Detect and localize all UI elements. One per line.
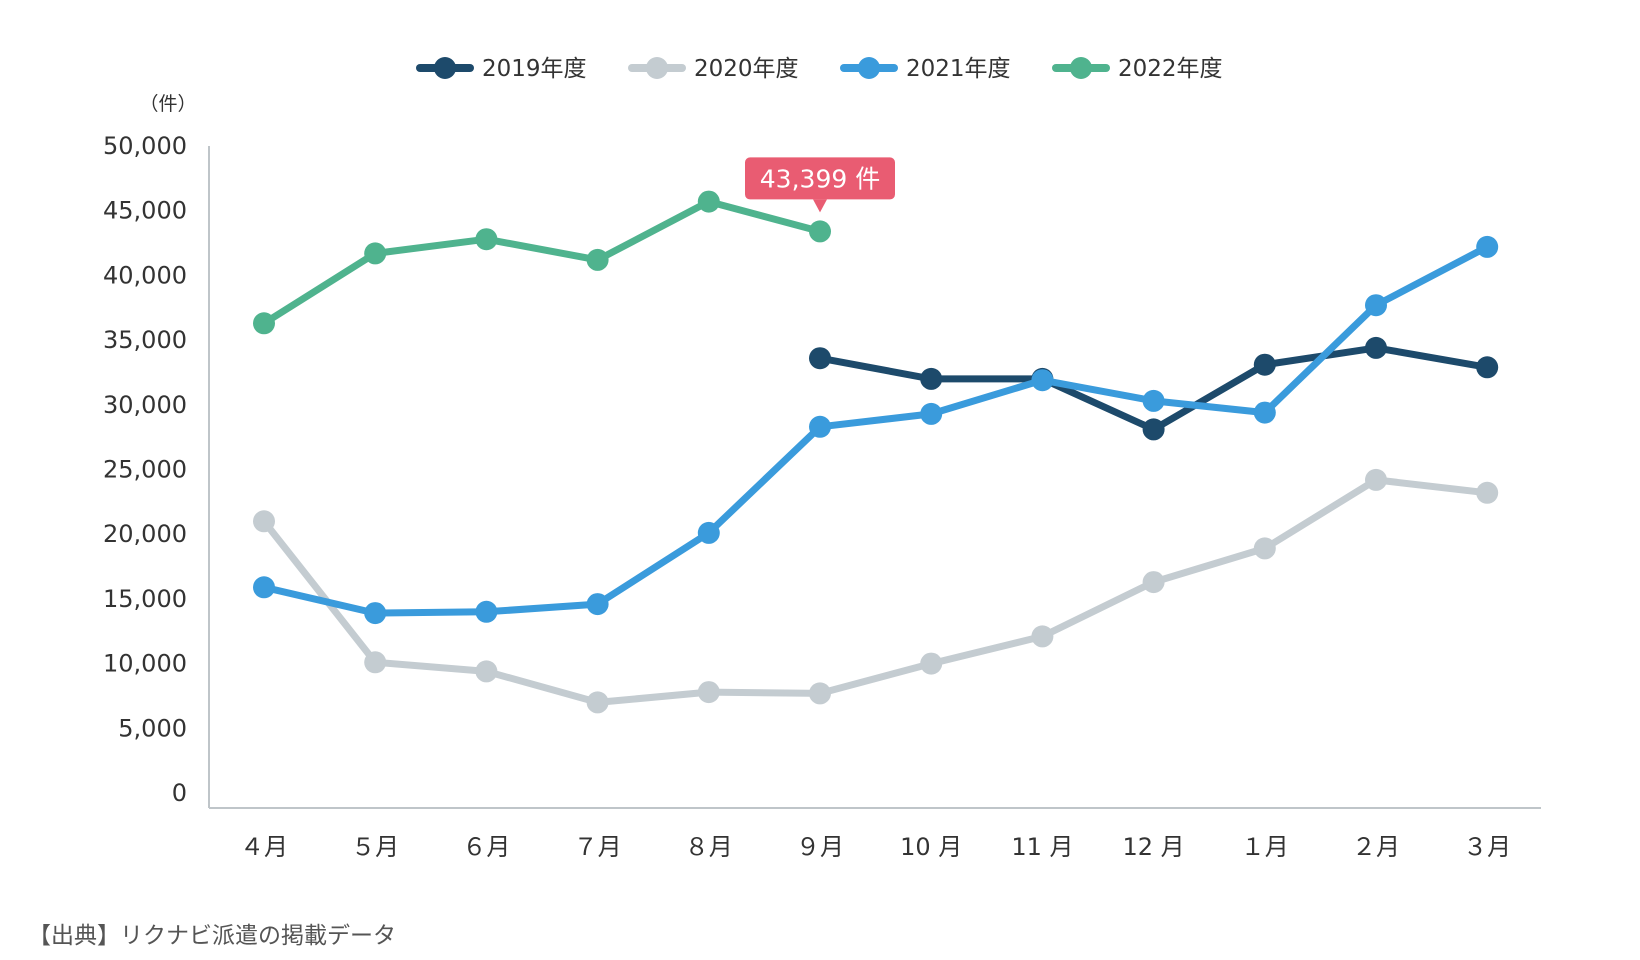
- legend-label-2022: 2022年度: [1118, 56, 1223, 82]
- data-point-2021-8: [1031, 369, 1054, 392]
- series-line-2021: [260, 243, 1491, 617]
- x-tick-label-11: ２月: [1352, 833, 1400, 861]
- source-note: 【出典】リクナビ派遣の掲載データ: [28, 923, 396, 949]
- x-tick-label-8: 11 月: [1011, 833, 1073, 861]
- callout-box: [745, 157, 895, 200]
- data-point-2020-9: [1142, 571, 1165, 594]
- data-point-2020-1: [253, 510, 275, 533]
- data-point-2020-7: [920, 652, 943, 675]
- data-point-2022-6: [809, 220, 831, 243]
- x-tick-label-3: ６月: [462, 833, 510, 861]
- y-tick-label-50000: 50,000: [103, 132, 187, 160]
- data-point-2019-6: [809, 347, 831, 370]
- data-point-2021-6: [809, 415, 831, 438]
- data-point-2021-7: [920, 402, 943, 425]
- y-tick-label-40000: 40,000: [103, 261, 187, 289]
- data-point-2020-5: [697, 681, 720, 704]
- y-axis-unit-label: （件）: [139, 93, 196, 115]
- data-point-2020-8: [1031, 625, 1054, 648]
- series-2019: [809, 336, 1499, 441]
- data-point-2021-2: [364, 602, 387, 625]
- x-tick-label-6: ９月: [796, 833, 844, 861]
- data-point-2021-5: [697, 521, 720, 544]
- data-point-2022-5: [697, 190, 720, 213]
- x-tick-label-2: ５月: [351, 833, 399, 861]
- legend-swatch-dot: [434, 57, 456, 79]
- callout-label: 43,399 件: [760, 164, 880, 193]
- y-tick-label-15000: 15,000: [103, 585, 187, 613]
- callout-pointer: [813, 199, 827, 213]
- y-axis-ticks: 0 5,000 10,000 15,000 20,000 25,000 30,000 35,0…: [103, 132, 187, 807]
- legend-label-2019: 2019年度: [482, 56, 587, 82]
- data-point-2021-10: [1253, 401, 1276, 424]
- legend-swatch-dot: [858, 57, 880, 79]
- data-point-2019-12: [1476, 356, 1499, 379]
- data-point-2019-7: [920, 367, 943, 390]
- legend: 2019年度 2020年度 2021年度 2022年度: [416, 56, 1223, 82]
- data-point-2019-9: [1142, 418, 1165, 441]
- data-point-2022-1: [253, 312, 275, 335]
- data-point-2022-3: [475, 228, 498, 251]
- series-2022: [253, 190, 831, 335]
- data-point-2020-6: [809, 682, 831, 705]
- data-point-2021-4: [586, 593, 609, 616]
- x-axis-ticks: ４月 ５月 ６月 ７月 ８月 ９月 10 月 11 月 12 月 １月 ２月 ３月: [240, 833, 1511, 861]
- data-point-2022-2: [364, 242, 387, 265]
- value-callout: 43,399 件: [745, 157, 895, 213]
- data-point-2020-11: [1365, 468, 1387, 491]
- data-point-2022-4: [586, 248, 609, 271]
- y-tick-label-45000: 45,000: [103, 197, 187, 225]
- x-tick-label-1: ４月: [240, 833, 288, 861]
- y-tick-label-10000: 10,000: [103, 650, 187, 678]
- series-2020: [253, 468, 1499, 714]
- data-point-2019-11: [1365, 336, 1387, 359]
- y-tick-label-30000: 30,000: [103, 391, 187, 419]
- data-point-2019-10: [1253, 353, 1276, 376]
- data-point-2020-3: [475, 660, 498, 683]
- series-2021: [253, 235, 1499, 625]
- series-line-2022: [260, 198, 824, 327]
- x-tick-label-7: 10 月: [900, 833, 962, 861]
- x-tick-label-9: 12 月: [1123, 833, 1185, 861]
- legend-item-2021: 2021年度: [840, 56, 1011, 82]
- x-tick-label-12: ３月: [1463, 833, 1511, 861]
- data-point-2020-2: [364, 651, 387, 674]
- series-lines: [253, 190, 1499, 714]
- data-point-2021-1: [253, 576, 275, 599]
- legend-label-2021: 2021年度: [906, 56, 1011, 82]
- legend-item-2020: 2020年度: [628, 56, 799, 82]
- x-tick-label-10: １月: [1241, 833, 1289, 861]
- y-tick-label-5000: 5,000: [118, 714, 187, 742]
- data-point-2021-9: [1142, 389, 1165, 412]
- y-tick-label-0: 0: [172, 779, 187, 807]
- data-point-2021-12: [1476, 235, 1499, 258]
- data-point-2020-4: [586, 691, 609, 714]
- data-point-2020-10: [1253, 537, 1276, 560]
- legend-label-2020: 2020年度: [694, 56, 799, 82]
- legend-item-2019: 2019年度: [416, 56, 587, 82]
- data-point-2021-3: [475, 600, 498, 623]
- data-point-2020-12: [1476, 481, 1499, 504]
- legend-swatch-dot: [1070, 57, 1092, 79]
- legend-swatch-dot: [646, 57, 668, 79]
- y-tick-label-20000: 20,000: [103, 520, 187, 548]
- y-tick-label-25000: 25,000: [103, 456, 187, 484]
- x-tick-label-5: ８月: [685, 833, 733, 861]
- series-line-2020: [260, 476, 1491, 706]
- legend-item-2022: 2022年度: [1052, 56, 1223, 82]
- x-tick-label-4: ７月: [574, 833, 622, 861]
- axes: [208, 146, 1541, 809]
- data-point-2021-11: [1365, 294, 1387, 317]
- y-tick-label-35000: 35,000: [103, 326, 187, 354]
